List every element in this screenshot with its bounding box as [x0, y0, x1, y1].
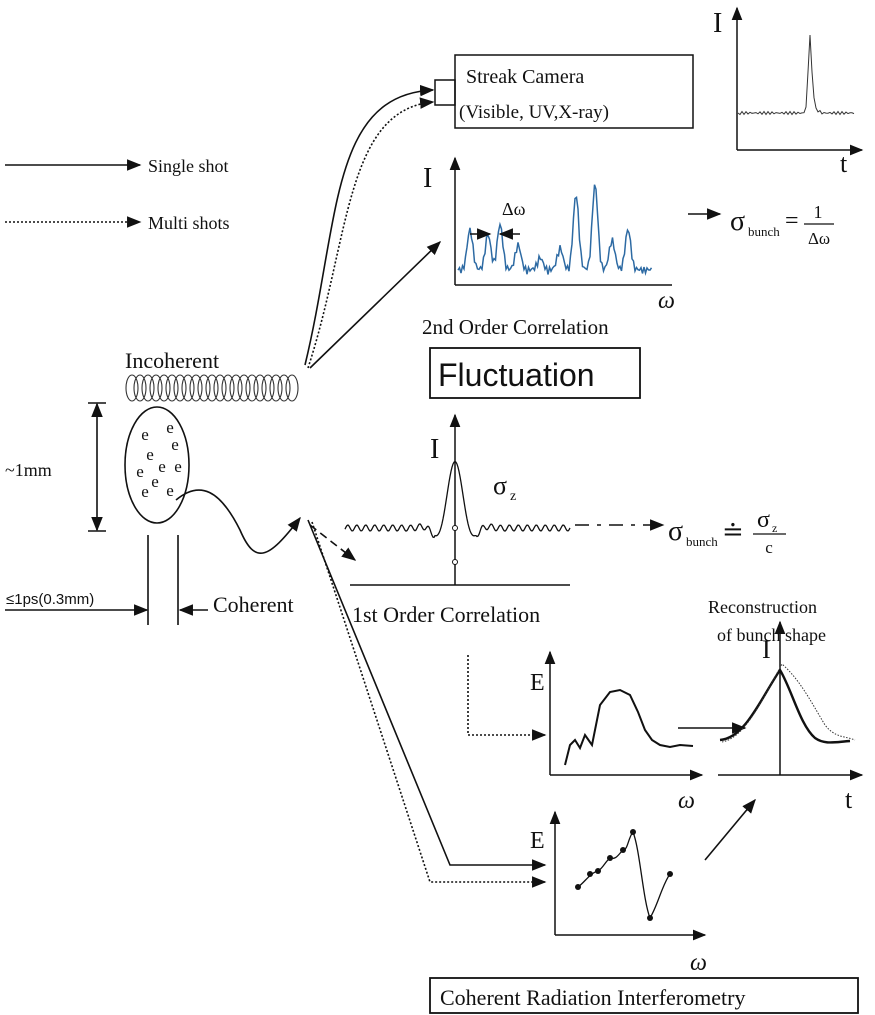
axis-label: ω	[658, 288, 675, 314]
camera-lens	[435, 80, 455, 105]
axis-label: I	[423, 163, 432, 194]
electron: e	[136, 462, 144, 481]
axis-label: I	[762, 635, 771, 664]
spectrum	[565, 690, 693, 765]
width-subscript: z	[510, 489, 516, 504]
electron: e	[171, 435, 179, 454]
formula-subscript: bunch	[686, 534, 718, 549]
length-label: ≤1ps(0.3mm)	[6, 591, 94, 608]
camera-title: Streak Camera	[466, 66, 584, 88]
arrow	[308, 102, 433, 368]
label: Coherent	[213, 592, 294, 617]
axis-label: E	[530, 670, 545, 696]
label: of bunch shape	[717, 625, 826, 645]
spacing-label: Δω	[502, 199, 526, 219]
formula-symbol: σ	[668, 516, 683, 547]
legend-label: Single shot	[148, 156, 229, 176]
width-symbol: σ	[493, 471, 507, 500]
electron: e	[166, 481, 174, 500]
arrow	[705, 800, 755, 860]
marker	[453, 526, 458, 531]
arrow	[312, 522, 545, 882]
formula-denominator: c	[765, 538, 773, 557]
formula-numerator-sub: z	[772, 521, 777, 535]
legend-label: Multi shots	[148, 213, 230, 233]
formula-numerator: 1	[814, 202, 823, 222]
caption: 2nd Order Correlation	[422, 315, 609, 339]
diagram: Single shot Multi shots Streak Camera (V…	[0, 0, 875, 1015]
axis-label: ω	[690, 950, 707, 976]
label: Incoherent	[125, 348, 219, 373]
box-label: Coherent Radiation Interferometry	[440, 985, 745, 1010]
signal	[458, 185, 652, 275]
coil-loop	[286, 375, 298, 401]
shape-measured	[722, 664, 855, 742]
arrow	[310, 242, 440, 368]
axis-label: I	[430, 434, 439, 465]
signal	[738, 35, 854, 115]
label: Reconstruction	[708, 597, 817, 617]
axis-label: t	[845, 785, 853, 814]
formula-relation: =	[785, 208, 799, 234]
formula-subscript: bunch	[748, 224, 780, 239]
shape	[720, 670, 850, 743]
axis-label: t	[840, 149, 848, 178]
signal	[345, 462, 570, 538]
formula-relation: ≐	[722, 517, 744, 546]
points	[575, 829, 673, 921]
arrow	[308, 520, 545, 865]
coil	[126, 375, 298, 401]
axis-label: I	[713, 8, 722, 39]
electron: e	[158, 457, 166, 476]
axis-label: ω	[678, 788, 695, 814]
formula-denominator: Δω	[808, 229, 830, 248]
electron: e	[151, 472, 159, 491]
caption: 1st Order Correlation	[352, 602, 540, 627]
box-label: Fluctuation	[438, 357, 595, 393]
electron: e	[146, 445, 154, 464]
electron: e	[174, 457, 182, 476]
electron: e	[141, 482, 149, 501]
axis-label: E	[530, 828, 545, 854]
marker	[453, 560, 458, 565]
electron: e	[141, 425, 149, 444]
camera-detail: (Visible, UV,X-ray)	[459, 102, 609, 123]
formula-symbol: σ	[730, 206, 745, 237]
coherent-wave	[176, 490, 300, 553]
size-label: ~1mm	[5, 460, 52, 480]
formula-numerator: σ	[757, 507, 770, 533]
arrow	[305, 90, 433, 365]
